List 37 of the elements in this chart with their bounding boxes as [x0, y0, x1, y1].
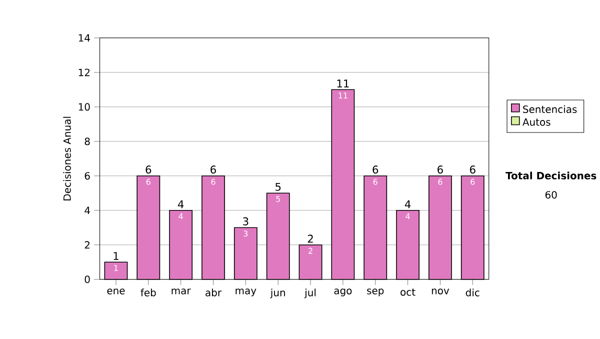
y-tick-label: 8 — [84, 138, 90, 146]
total-label: 3 — [243, 217, 248, 226]
y-tick-label: 14 — [78, 34, 90, 42]
text: Total Decisiones — [506, 172, 596, 180]
legend-label: Autos — [522, 118, 550, 126]
x-tick-label: jul — [304, 288, 316, 298]
total-label: 5 — [276, 182, 281, 191]
x-tick-label: may — [236, 288, 256, 296]
y-tick-label: 4 — [84, 206, 90, 214]
legend-label: Sentencias — [523, 105, 577, 113]
total-label: 6 — [146, 165, 152, 174]
y-tick-label: 12 — [78, 68, 90, 76]
x-tick-label: ago — [334, 288, 352, 296]
total-label: 4 — [178, 200, 184, 208]
x-tick-label: feb — [140, 288, 156, 296]
total-label: 11 — [337, 80, 349, 88]
text: 60 — [545, 190, 557, 199]
total-label: 6 — [438, 165, 443, 174]
x-tick-label: ene — [107, 288, 125, 294]
x-tick-label: abr — [206, 288, 222, 296]
y-tick-label: 0 — [84, 275, 90, 284]
x-tick-label: mar — [172, 288, 191, 294]
total-label: 6 — [372, 165, 378, 174]
x-tick-label: jun — [270, 288, 285, 298]
total-label: 4 — [404, 200, 411, 208]
total-label: 2 — [308, 234, 313, 242]
total-label: 6 — [210, 165, 216, 174]
y-tick-label: 6 — [84, 172, 90, 180]
total-label: 6 — [470, 165, 476, 174]
y-tick-label: 10 — [78, 103, 90, 111]
x-tick-label: dic — [466, 288, 480, 296]
x-tick-label: nov — [432, 288, 450, 294]
x-tick-label: oct — [400, 288, 416, 296]
y-tick-label: 2 — [84, 241, 90, 248]
x-tick-label: sep — [367, 288, 384, 296]
total-label: 1 — [114, 252, 118, 260]
y-axis-title: Decisiones Anual — [63, 116, 71, 200]
